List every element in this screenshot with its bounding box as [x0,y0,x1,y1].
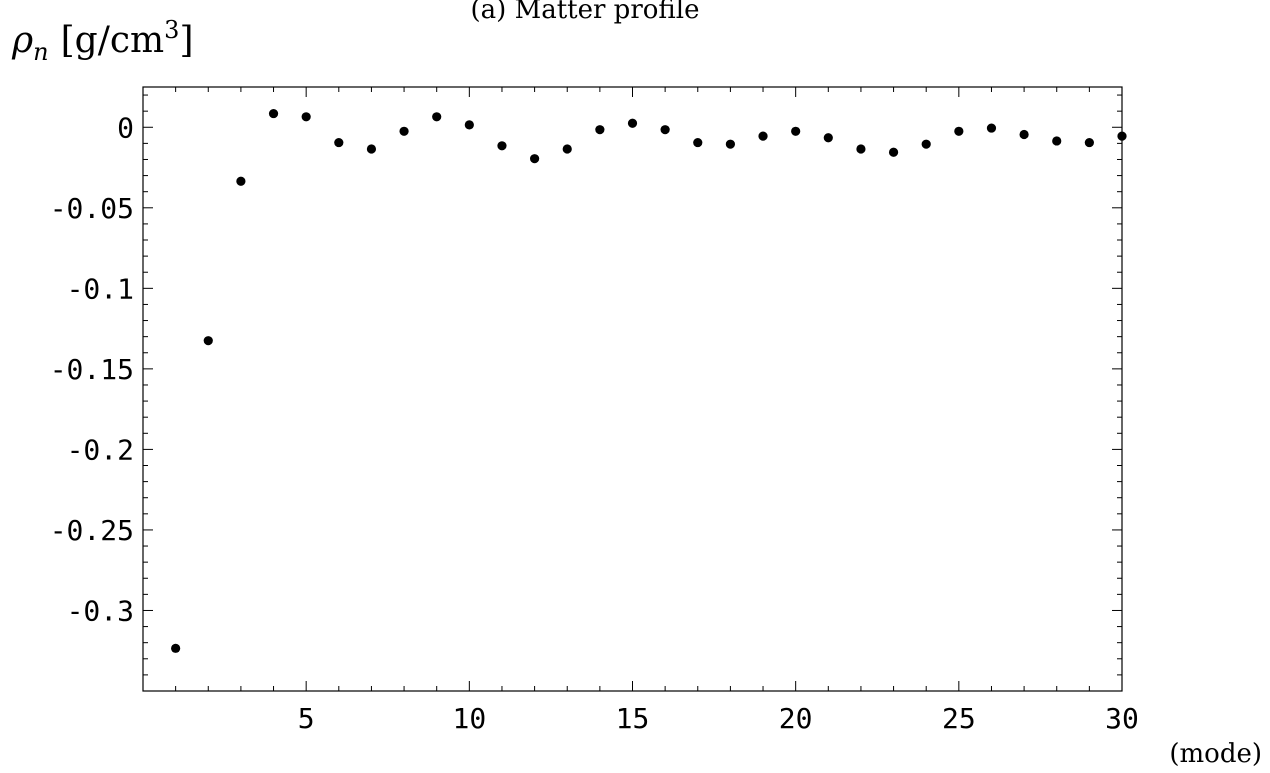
data-point [236,176,246,186]
data-point [627,118,638,128]
x-tick-label: 30 [1105,702,1139,735]
y-axis-label-exponent: 3 [164,16,179,44]
data-point [921,139,931,149]
data-point [1052,136,1062,146]
data-point [725,139,736,149]
y-axis-label-symbol: ρ [11,20,33,61]
y-tick-label: -0.1 [67,272,134,305]
x-tick-label: 10 [452,702,486,735]
y-axis-label-units-close: ] [179,20,193,61]
plot-frame [142,86,1123,692]
data-point [530,154,540,164]
y-tick-label: -0.3 [67,594,134,627]
data-point [334,137,344,148]
tick-labels: 5 10 15 20 25 30 0 -0.05 -0.1 -0.15 -0.2 -0.25 -0.3 [50,111,1139,735]
data-point [171,643,181,653]
y-axis-label-subscript: n [33,38,48,66]
data-point [1117,131,1127,141]
y-tick-label: -0.25 [50,514,134,547]
data-points [171,108,1127,653]
minor-ticks [143,87,1122,692]
data-point [660,125,670,135]
data-point [856,144,866,154]
data-point [954,126,964,136]
data-point [432,112,442,122]
data-point [823,133,833,143]
y-axis-label: ρn [g/cm3] [11,16,194,66]
x-tick-label: 25 [942,702,976,735]
data-point [1084,137,1094,148]
y-axis-label-units: [g/cm [61,20,165,61]
data-point [1019,129,1029,140]
y-tick-label: -0.15 [50,353,134,386]
data-point [758,131,768,141]
data-point [888,147,899,157]
y-tick-label: 0 [117,111,134,144]
data-point [693,137,703,148]
data-point [497,141,507,151]
data-point [268,108,279,119]
chart-title: (a) Matter profile [471,0,700,25]
data-point [595,125,605,135]
data-point [301,112,311,122]
y-tick-label: -0.2 [67,433,134,466]
data-point [986,123,997,133]
data-point [562,144,572,154]
data-point [203,336,213,346]
x-tick-label: 15 [616,702,650,735]
x-tick-label: 20 [779,702,813,735]
data-point [399,126,409,136]
x-axis-label: (mode) [1169,739,1262,769]
data-point [464,120,474,130]
major-ticks [143,87,1123,691]
x-tick-label: 5 [298,702,315,735]
data-point [791,126,801,136]
y-tick-label: -0.05 [50,192,134,225]
data-point [366,144,377,154]
